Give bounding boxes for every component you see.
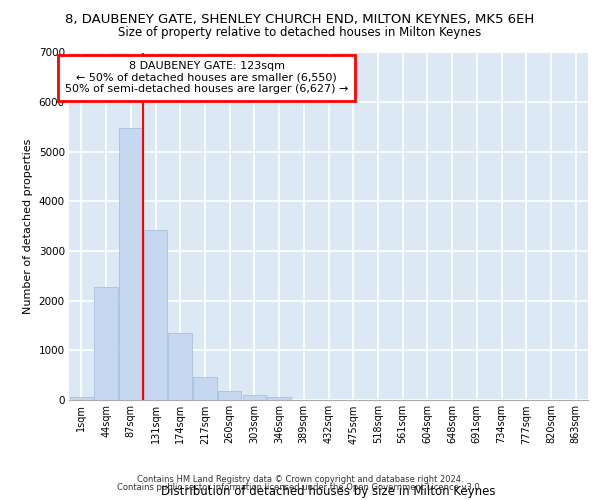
Bar	[242, 395, 266, 400]
Bar	[169, 334, 192, 400]
Bar	[193, 377, 217, 400]
Bar	[218, 392, 241, 400]
Text: Contains public sector information licensed under the Open Government Licence v3: Contains public sector information licen…	[118, 484, 482, 492]
Text: Contains HM Land Registry data © Crown copyright and database right 2024.: Contains HM Land Registry data © Crown c…	[137, 474, 463, 484]
Bar	[144, 230, 167, 400]
Text: 8, DAUBENEY GATE, SHENLEY CHURCH END, MILTON KEYNES, MK5 6EH: 8, DAUBENEY GATE, SHENLEY CHURCH END, MI…	[65, 12, 535, 26]
Text: 8 DAUBENEY GATE: 123sqm
← 50% of detached houses are smaller (6,550)
50% of semi: 8 DAUBENEY GATE: 123sqm ← 50% of detache…	[65, 61, 348, 94]
Y-axis label: Number of detached properties: Number of detached properties	[23, 138, 33, 314]
Bar	[94, 288, 118, 400]
Bar	[268, 398, 291, 400]
Bar	[119, 128, 143, 400]
Text: Size of property relative to detached houses in Milton Keynes: Size of property relative to detached ho…	[118, 26, 482, 39]
X-axis label: Distribution of detached houses by size in Milton Keynes: Distribution of detached houses by size …	[161, 486, 496, 498]
Bar	[70, 397, 93, 400]
